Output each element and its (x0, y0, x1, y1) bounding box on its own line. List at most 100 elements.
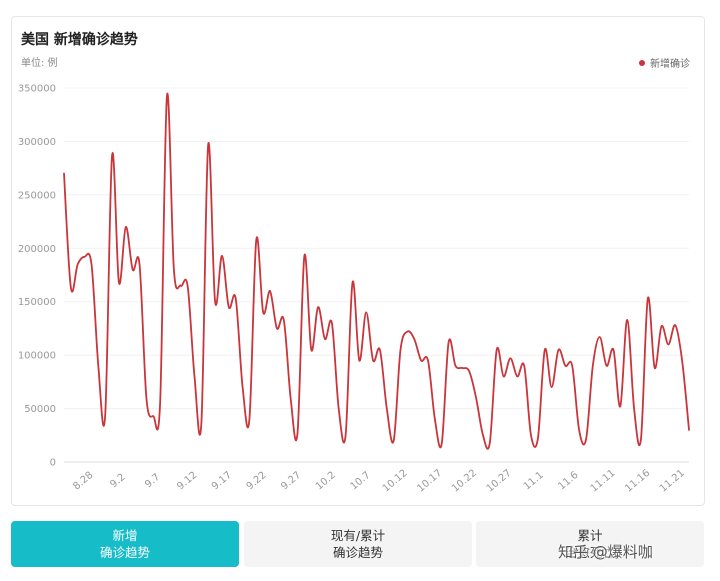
x-tick-label: 9.27 (279, 470, 303, 493)
data-point (591, 364, 594, 367)
y-tick-label: 50000 (24, 404, 56, 415)
x-tick-label: 8.28 (71, 470, 95, 493)
data-point (612, 348, 615, 351)
tab-new-confirmed[interactable]: 新增 确诊趋势 (11, 521, 239, 567)
data-point (214, 300, 217, 303)
tab-line2: 确诊趋势 (99, 545, 150, 560)
data-point (358, 359, 361, 362)
data-point (241, 386, 244, 389)
data-point (413, 338, 416, 341)
tab-line2: 确诊趋势 (332, 545, 383, 560)
data-point (310, 348, 313, 351)
y-tick-label: 100000 (18, 351, 56, 362)
data-point (296, 432, 299, 435)
data-point (619, 405, 622, 408)
data-point (426, 359, 429, 362)
line-chart: 0 50000 100000 150000 200000 250000 300000 3500… (18, 84, 690, 495)
tab-current-cumulative[interactable]: 现有/累计 确诊趋势 (244, 521, 472, 567)
data-point (186, 284, 189, 287)
data-point (138, 263, 141, 266)
y-tick-label: 200000 (18, 244, 56, 255)
data-point (626, 318, 629, 321)
data-point (687, 428, 690, 431)
data-point (248, 418, 251, 421)
data-point (344, 434, 347, 437)
data-point (557, 348, 560, 351)
x-tick-label: 10.17 (415, 468, 444, 495)
tab-line1: 新增 (112, 528, 138, 543)
data-point (475, 396, 478, 399)
chart-card: 0 50000 100000 150000 200000 250000 300000 3500… (11, 16, 705, 506)
x-tick-label: 11.11 (589, 468, 618, 495)
data-point (152, 415, 155, 418)
tab-line1: 现有/累计 (330, 528, 386, 543)
x-tick-label: 9.7 (143, 472, 162, 491)
data-point (76, 263, 79, 266)
data-point (571, 364, 574, 367)
data-point (124, 225, 127, 228)
data-point (159, 400, 162, 403)
x-tick-label: 9.2 (108, 472, 127, 491)
data-point (207, 143, 210, 146)
unit-label: 单位: 例 (21, 58, 58, 69)
tab-line1: 累计 (577, 528, 603, 543)
x-tick-label: 10.22 (450, 468, 479, 495)
tab-line2: 治愈死亡 (564, 545, 615, 560)
data-point (440, 442, 443, 445)
data-point (454, 364, 457, 367)
y-tick-label: 350000 (18, 84, 56, 95)
data-point (550, 386, 553, 389)
data-point (578, 428, 581, 431)
legend[interactable]: 新增确诊 (639, 55, 690, 70)
data-point (372, 359, 375, 362)
data-point (385, 407, 388, 410)
tab-cured-deaths[interactable]: 累计 治愈死亡 (476, 521, 704, 567)
data-point (262, 311, 265, 314)
data-point (97, 364, 100, 367)
data-point (365, 311, 368, 314)
data-point (406, 330, 409, 333)
data-point (69, 286, 72, 289)
data-point (468, 370, 471, 373)
data-point (509, 357, 512, 360)
x-tick-label: 11.21 (658, 468, 687, 495)
x-tick-label: 10.2 (314, 470, 338, 493)
data-point (172, 268, 175, 271)
data-point (131, 268, 134, 271)
data-point (447, 341, 450, 344)
data-point (681, 359, 684, 362)
data-point (179, 284, 182, 287)
data-point (639, 438, 642, 441)
data-point (674, 324, 677, 327)
series-line-new-confirmed (63, 92, 690, 450)
data-point (193, 375, 196, 378)
data-point (584, 438, 587, 441)
legend-marker (639, 59, 645, 66)
data-point (337, 407, 340, 410)
data-point (605, 364, 608, 367)
x-tick-label: 10.7 (349, 470, 373, 493)
data-point (220, 254, 223, 257)
data-point (145, 396, 148, 399)
x-tick-label: 9.22 (245, 470, 269, 493)
watermark: 知乎 @爆料咖 (558, 543, 653, 561)
data-point (502, 375, 505, 378)
x-tick-label: 11.1 (522, 470, 546, 493)
data-point (111, 154, 114, 157)
data-point (317, 306, 320, 309)
data-point (104, 413, 107, 416)
y-tick-label: 250000 (18, 190, 56, 201)
data-point (234, 297, 237, 300)
x-tick-label: 9.12 (175, 470, 199, 493)
data-point (323, 338, 326, 341)
data-point (598, 335, 601, 338)
data-point (543, 348, 546, 351)
data-point (523, 364, 526, 367)
x-tick-label: 10.12 (381, 468, 410, 495)
legend-label: 新增确诊 (650, 59, 690, 70)
data-point (646, 297, 649, 300)
data-point (488, 441, 491, 444)
data-point (399, 348, 402, 351)
data-point (633, 407, 636, 410)
x-tick-label: 10.27 (485, 468, 514, 495)
